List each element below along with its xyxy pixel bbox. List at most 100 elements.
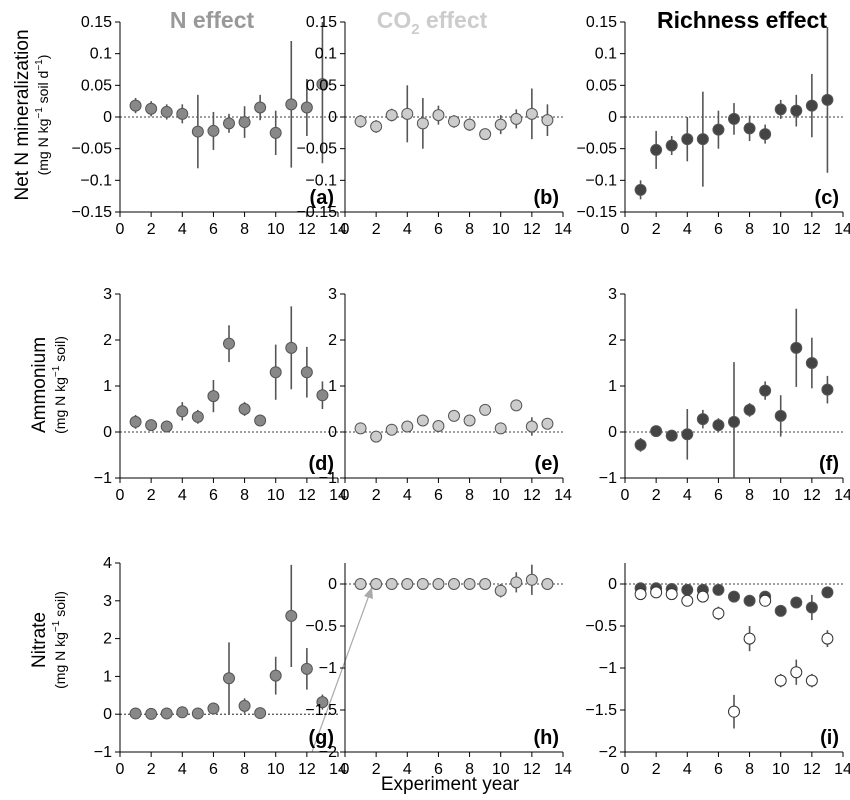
data-point: [650, 425, 663, 438]
x-tick-label: 0: [341, 221, 350, 238]
x-tick-label: 0: [341, 487, 350, 504]
y-tick-label: 1: [103, 668, 112, 685]
data-point: [510, 112, 523, 125]
x-tick-label: 14: [834, 761, 850, 778]
x-tick-label: 12: [803, 221, 821, 238]
x-tick-label: 0: [341, 761, 350, 778]
y-tick-label: 0: [608, 576, 617, 593]
data-point: [681, 133, 694, 146]
x-tick-label: 14: [329, 221, 347, 238]
data-point: [525, 573, 538, 586]
x-tick-label: 12: [298, 221, 316, 238]
x-tick-label: 14: [554, 221, 572, 238]
data-point: [712, 419, 725, 432]
svg-text:Net N mineralization: Net N mineralization: [12, 29, 33, 200]
data-point: [665, 429, 678, 442]
x-tick-label: 8: [240, 221, 249, 238]
data-point: [401, 420, 414, 433]
y-tick-label: −0.05: [72, 141, 113, 158]
data-point: [354, 578, 367, 590]
x-tick-label: 2: [372, 487, 381, 504]
data-point-open: [728, 705, 740, 718]
data-point: [494, 422, 507, 435]
x-tick-label: 10: [267, 221, 285, 238]
x-tick-label: 12: [298, 487, 316, 504]
data-point: [145, 102, 158, 115]
x-tick-label: 2: [147, 761, 156, 778]
data-point: [160, 105, 173, 118]
data-point: [370, 578, 383, 590]
y-tick-label: 2: [608, 332, 617, 349]
data-point-open: [665, 588, 678, 601]
data-point: [494, 118, 507, 131]
data-point: [805, 601, 818, 614]
data-point: [696, 413, 709, 426]
data-point: [285, 341, 298, 354]
x-tick-label: 12: [523, 761, 541, 778]
x-tick-label: 14: [329, 487, 347, 504]
y-tick-label: −1: [599, 660, 617, 677]
x-tick-label: 8: [240, 761, 249, 778]
x-tick-label: 8: [745, 487, 754, 504]
panel-h: −2 −1.5 −1 −0.5 0 0 2 4 6 8 10 12 14 (h): [305, 563, 572, 778]
data-point: [254, 414, 267, 427]
data-point: [238, 699, 251, 712]
y-tick-label: 0.15: [306, 14, 337, 31]
x-tick-label: 4: [683, 221, 692, 238]
x-tick-label: 0: [621, 487, 630, 504]
panel-i: −2 −1.5 −1 −0.5 0 0 2 4 6 8 10 12 14 (i): [585, 563, 850, 778]
x-tick-label: 2: [372, 221, 381, 238]
svg-text:Ammonium: Ammonium: [29, 337, 50, 433]
data-point: [759, 128, 772, 141]
data-point: [712, 123, 725, 136]
x-tick-label: 4: [683, 761, 692, 778]
row-label-net-n-mineralization: Net N mineralization (mg N kg−1 soil d−1…: [12, 29, 51, 200]
connector-arrow: [311, 586, 373, 753]
data-point: [385, 109, 398, 122]
y-tick-label: −0.05: [577, 141, 618, 158]
data-point: [463, 578, 476, 590]
x-tick-label: 12: [523, 487, 541, 504]
data-point: [223, 672, 235, 685]
x-tick-label: 8: [240, 487, 249, 504]
y-tick-label: −1.5: [585, 702, 617, 719]
x-tick-label: 8: [745, 221, 754, 238]
y-tick-label: −0.15: [577, 204, 618, 221]
x-tick-label: 0: [116, 761, 125, 778]
data-point: [448, 578, 460, 590]
y-tick-label: −0.1: [80, 172, 112, 189]
panel-label: (b): [533, 187, 559, 209]
data-point: [191, 410, 204, 423]
y-tick-label: 0: [608, 109, 617, 126]
data-point: [681, 428, 694, 441]
x-tick-label: 4: [403, 221, 412, 238]
x-tick-label: 10: [267, 761, 285, 778]
y-tick-label: −1: [319, 470, 337, 487]
data-point: [254, 707, 267, 720]
x-tick-label: 10: [772, 221, 790, 238]
x-tick-label: 10: [772, 487, 790, 504]
data-point: [416, 117, 429, 130]
x-tick-label: 0: [621, 761, 630, 778]
y-tick-label: 3: [103, 593, 112, 610]
y-tick-label: 3: [103, 286, 112, 303]
panel-label: (h): [533, 727, 559, 749]
y-tick-label: −0.05: [297, 141, 338, 158]
x-tick-label: 4: [403, 761, 412, 778]
data-point: [541, 578, 554, 590]
panel-label: (a): [310, 187, 334, 209]
data-point: [370, 430, 383, 443]
data-point: [354, 422, 367, 435]
y-tick-label: 1: [608, 378, 617, 395]
y-tick-label: 0.1: [315, 46, 337, 63]
x-tick-label: 2: [652, 487, 661, 504]
x-tick-label: 2: [147, 487, 156, 504]
x-tick-label: 14: [834, 487, 850, 504]
panel-a: −0.15 −0.1 −0.05 0 0.05 0.1 0.15 0 2 4 6 8 10 12 14 (a): [72, 14, 347, 238]
data-point: [790, 341, 803, 354]
svg-text:(mg N kg−1 soil): (mg N kg−1 soil): [51, 336, 68, 434]
data-point: [129, 415, 142, 428]
x-tick-label: 0: [116, 221, 125, 238]
x-tick-label: 2: [147, 221, 156, 238]
x-tick-label: 0: [116, 487, 125, 504]
